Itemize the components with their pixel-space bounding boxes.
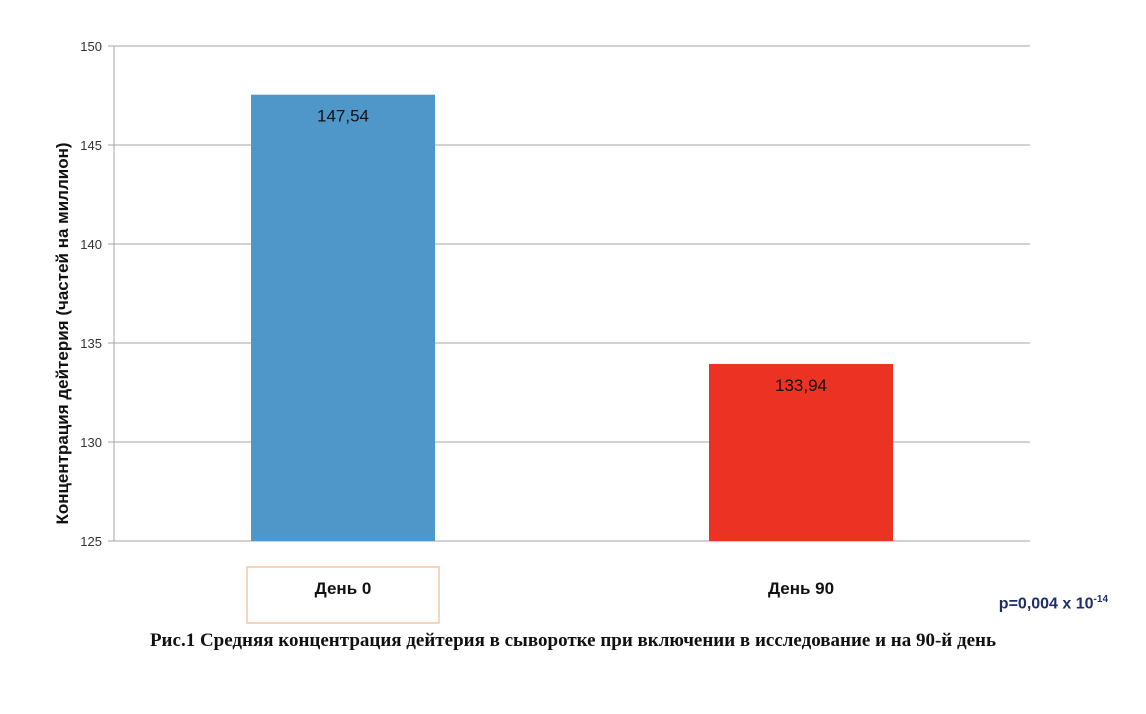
category-label: День 0 xyxy=(315,579,372,598)
p-value-exponent: -14 xyxy=(1093,594,1108,605)
y-tick-label: 145 xyxy=(80,138,102,153)
category-highlight-box xyxy=(246,566,440,624)
y-tick-label: 150 xyxy=(80,39,102,54)
data-label: 133,94 xyxy=(775,376,827,395)
p-value-text: p=0,004 x 10 xyxy=(998,595,1094,613)
bar xyxy=(709,363,893,541)
p-value-annotation: p=0,004 x 10-14 xyxy=(999,594,1108,613)
category-label: День 90 xyxy=(768,579,834,598)
y-tick-label: 135 xyxy=(80,336,102,351)
bar xyxy=(251,94,435,541)
figure-caption: Рис.1 Средняя концентрация дейтерия в сы… xyxy=(149,630,997,651)
y-tick-label: 130 xyxy=(80,435,102,450)
y-axis-title: Концентрация дейтерия (частей на миллион… xyxy=(53,142,72,524)
data-label: 147,54 xyxy=(317,107,369,126)
y-tick-label: 140 xyxy=(80,237,102,252)
y-tick-label: 125 xyxy=(80,534,102,549)
